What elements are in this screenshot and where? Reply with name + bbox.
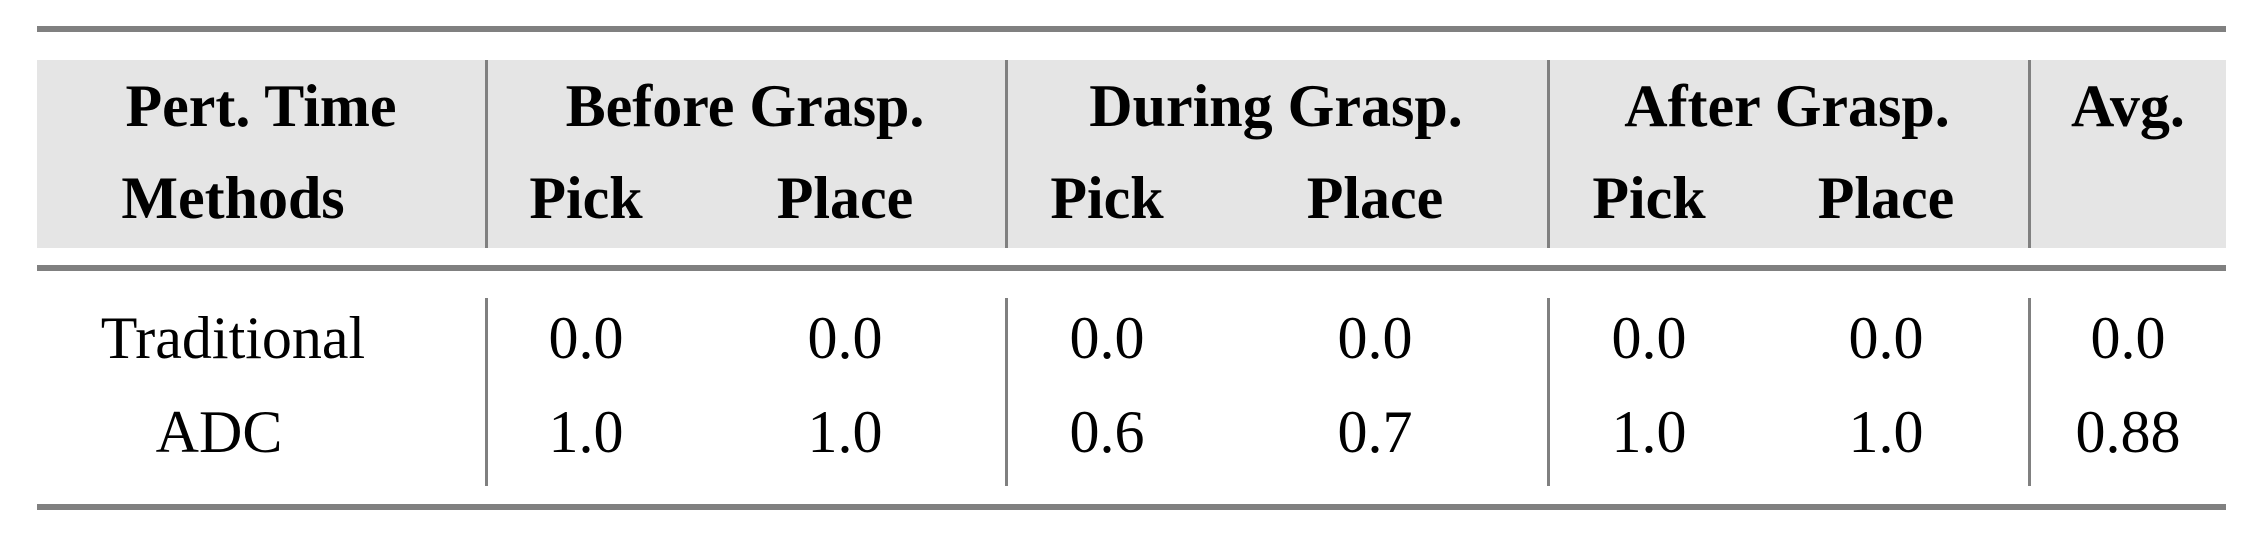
column-divider — [1005, 60, 1008, 248]
table-cell: 0.0 — [1337, 305, 1413, 371]
column-divider — [2028, 60, 2031, 248]
header-during-place: Place — [1306, 165, 1444, 231]
mid-rule — [37, 265, 2226, 271]
table-cell: 0.0 — [1611, 305, 1687, 371]
header-methods: Methods — [121, 165, 345, 231]
header-avg: Avg. — [2071, 73, 2185, 139]
table-cell: 1.0 — [1611, 399, 1687, 465]
bottom-rule — [37, 504, 2226, 510]
header-during-grasp: During Grasp. — [1089, 73, 1463, 139]
table-cell: 0.0 — [2090, 305, 2166, 371]
header-before-place: Place — [776, 165, 914, 231]
column-divider — [485, 60, 488, 248]
column-divider — [1005, 298, 1008, 486]
table-cell: 0.0 — [548, 305, 624, 371]
row-traditional-method: Traditional — [100, 305, 366, 371]
column-divider — [485, 298, 488, 486]
table-cell: 0.0 — [807, 305, 883, 371]
row-adc-method: ADC — [155, 399, 283, 465]
table-cell: 0.0 — [1069, 305, 1145, 371]
table-cell: 1.0 — [548, 399, 624, 465]
top-rule — [37, 26, 2226, 32]
table-cell: 0.7 — [1337, 399, 1413, 465]
header-after-place: Place — [1817, 165, 1955, 231]
header-before-grasp: Before Grasp. — [565, 73, 925, 139]
header-pert-time: Pert. Time — [125, 73, 397, 139]
column-divider — [2028, 298, 2031, 486]
column-divider — [1547, 298, 1550, 486]
table-cell: 0.6 — [1069, 399, 1145, 465]
header-during-pick: Pick — [1050, 165, 1164, 231]
table-cell: 0.88 — [2075, 399, 2181, 465]
header-after-pick: Pick — [1592, 165, 1706, 231]
header-after-grasp: After Grasp. — [1624, 73, 1950, 139]
table-cell: 1.0 — [807, 399, 883, 465]
header-before-pick: Pick — [529, 165, 643, 231]
column-divider — [1547, 60, 1550, 248]
table-cell: 0.0 — [1848, 305, 1924, 371]
table-cell: 1.0 — [1848, 399, 1924, 465]
header-background — [37, 60, 2226, 248]
